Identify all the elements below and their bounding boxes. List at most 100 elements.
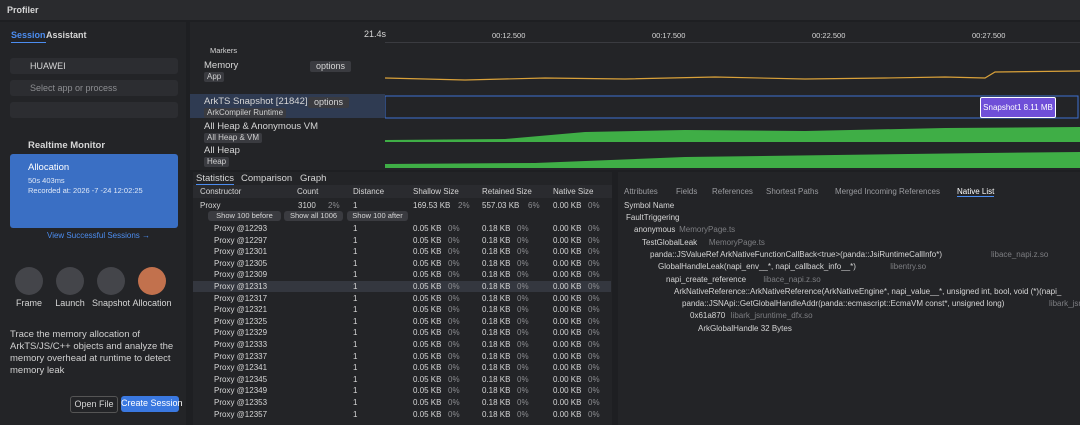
cell[interactable]: Proxy @12345	[214, 374, 268, 384]
track-name: All Heap & Anonymous VM	[204, 121, 319, 132]
create-session-button[interactable]: Create Session	[121, 396, 183, 412]
app-select[interactable]	[10, 80, 178, 96]
cell: 0%	[517, 316, 529, 326]
cell[interactable]: Proxy @12301	[214, 247, 268, 257]
show-button[interactable]: Show 100 before	[208, 211, 281, 221]
column-header[interactable]: Count	[297, 187, 319, 196]
cell[interactable]: Proxy @12321	[214, 305, 268, 315]
tree-node[interactable]: TestGlobalLeak	[642, 237, 698, 247]
cell: 0.00 KB	[553, 363, 582, 373]
tree-lib: libark_jsruntime_dfx.so	[730, 311, 813, 321]
cell: 0%	[588, 235, 600, 245]
cell: 0%	[588, 293, 600, 303]
tool-icon[interactable]	[97, 267, 125, 295]
tree-node[interactable]: panda::JSNApi::GetGlobalHandleAddr(panda…	[682, 299, 1005, 309]
table-tab[interactable]: Statistics	[196, 173, 235, 185]
tool-icon[interactable]	[15, 267, 43, 295]
tool-label: Frame	[15, 298, 42, 308]
cell: 0.18 KB	[482, 340, 511, 349]
cell[interactable]: Proxy @12329	[214, 328, 268, 338]
track-options[interactable]: options	[310, 61, 352, 72]
tree-node[interactable]: ArkGlobalHandle 32 Bytes	[698, 323, 792, 333]
detail-tab[interactable]: Merged Incoming References	[835, 187, 940, 196]
show-button[interactable]: Show 100 after	[347, 211, 408, 221]
device-select[interactable]	[10, 58, 178, 74]
cell[interactable]: Proxy @12341	[214, 363, 268, 373]
cell: 0.18 KB	[482, 258, 511, 268]
sidebar-tab[interactable]: Session	[11, 30, 46, 43]
cell: 0%	[588, 305, 600, 315]
cell: 0.05 KB	[413, 270, 442, 280]
column-header[interactable]: Native Size	[553, 187, 594, 196]
tool-icon[interactable]	[56, 267, 84, 295]
detail-tab[interactable]: Fields	[676, 187, 698, 196]
detail-tab[interactable]: Shortest Paths	[766, 187, 819, 196]
table-tab[interactable]: Graph	[300, 173, 327, 184]
session-name: Allocation	[28, 162, 70, 173]
column-header[interactable]: Retained Size	[482, 187, 532, 196]
device-name: HUAWEI	[30, 61, 66, 71]
tree-node[interactable]: anonymous	[634, 225, 676, 235]
cell: 0%	[448, 282, 460, 291]
cell[interactable]: Proxy @12297	[214, 235, 268, 245]
tree-lib: libentry.so	[890, 262, 927, 272]
cell: 0.00 KB	[553, 328, 582, 338]
cell: 1	[353, 409, 358, 419]
column-header[interactable]: Constructor	[200, 187, 242, 196]
track-tag: Heap	[204, 157, 230, 167]
cell[interactable]: Proxy @12357	[214, 409, 268, 419]
track-tag: ArkCompiler Runtime	[204, 108, 287, 118]
cell: 0.18 KB	[482, 386, 511, 396]
tool-icon[interactable]	[138, 267, 166, 295]
view-sessions[interactable]: View Successful Sessions →	[47, 231, 151, 240]
description: Trace the memory allocation of ArkTS/JS/…	[10, 329, 174, 376]
detail-tab[interactable]: Attributes	[624, 187, 658, 196]
snapshot-marker[interactable]: Snapshot1 8.11 MB	[980, 97, 1056, 118]
cell: 0%	[517, 340, 529, 349]
tree-node[interactable]: panda::JSValueRef ArkNativeFunctionCallB…	[650, 249, 943, 259]
table-tab[interactable]: Comparison	[241, 173, 293, 184]
cell: 0.18 KB	[482, 351, 511, 361]
track-options[interactable]: options	[308, 97, 350, 108]
show-button[interactable]: Show all 1006	[284, 211, 343, 221]
cell[interactable]: Proxy @12317	[214, 293, 268, 303]
cell: 0.00 KB	[553, 247, 582, 257]
cell: 0%	[517, 409, 529, 419]
detail-tab[interactable]: References	[712, 187, 753, 196]
cell[interactable]: Proxy @12353	[214, 398, 268, 407]
cell: 0.18 KB	[482, 247, 511, 257]
sidebar-tab[interactable]: Assistant	[46, 30, 87, 40]
tree-node[interactable]: napi_create_reference	[666, 274, 747, 284]
cell: 1	[353, 224, 358, 233]
cell[interactable]: Proxy @12313	[214, 282, 268, 291]
tree-node[interactable]: GlobalHandleLeak(napi_env__*, napi_callb…	[658, 262, 856, 272]
cell[interactable]: Proxy @12309	[214, 270, 268, 280]
cell[interactable]: Proxy @12305	[214, 258, 268, 268]
track-name: All Heap	[204, 145, 240, 156]
cell: 0.00 KB	[553, 305, 582, 315]
realtime-monitor: Realtime Monitor	[28, 140, 106, 151]
cell: 0.18 KB	[482, 316, 511, 326]
cell: 0.05 KB	[413, 374, 442, 384]
open-file-button[interactable]: Open File	[70, 396, 118, 413]
cell: 1	[353, 247, 358, 257]
column-header[interactable]: Shallow Size	[413, 187, 459, 196]
cell[interactable]: Proxy @12293	[214, 224, 268, 233]
cell[interactable]: Proxy @12349	[214, 386, 268, 396]
cell[interactable]: Proxy @12325	[214, 316, 268, 326]
session-card[interactable]	[10, 154, 178, 228]
cell[interactable]: Proxy @12333	[214, 340, 268, 349]
cell[interactable]: Proxy @12337	[214, 351, 268, 361]
symbol-header: Symbol Name	[624, 201, 675, 210]
cell: 0.18 KB	[482, 398, 511, 407]
tree-node[interactable]: 0x61a870	[690, 311, 726, 321]
cell: 0.05 KB	[413, 305, 442, 315]
detail-tab[interactable]: Native List	[957, 187, 995, 197]
column-header[interactable]: Distance	[353, 187, 385, 196]
tree-node[interactable]: ArkNativeReference::ArkNativeReference(A…	[674, 286, 1062, 296]
cell: 0%	[588, 374, 600, 384]
cell: 1	[353, 235, 358, 245]
cell: 0.05 KB	[413, 351, 442, 361]
heap-area	[385, 152, 1080, 168]
tree-node[interactable]: FaultTriggering	[626, 213, 680, 222]
